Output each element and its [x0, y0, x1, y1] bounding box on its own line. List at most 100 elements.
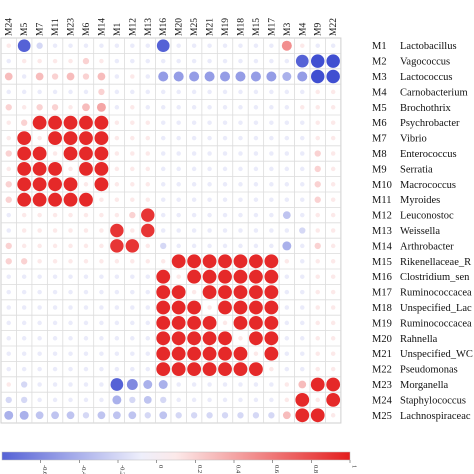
correlation-dot [97, 411, 106, 420]
correlation-dot [315, 274, 320, 279]
correlation-dot [17, 131, 32, 146]
correlation-dot [52, 289, 58, 295]
correlation-dot [282, 241, 292, 251]
correlation-dot [264, 300, 279, 315]
correlation-dot [315, 89, 320, 95]
row-taxon-label: Psychrobacter [400, 118, 460, 129]
column-label: M22 [329, 18, 339, 36]
row-taxon-label: Lactococcus [400, 72, 452, 83]
correlation-dot [207, 228, 212, 233]
correlation-dot [114, 274, 120, 279]
correlation-dot [191, 382, 197, 387]
correlation-dot [253, 197, 259, 202]
correlation-dot [330, 259, 336, 264]
row-taxon-label: Morganella [400, 380, 449, 391]
correlation-dot [52, 43, 58, 48]
correlation-dot [330, 413, 336, 418]
correlation-dot [222, 135, 228, 141]
correlation-dot [253, 120, 259, 125]
correlation-dot [330, 289, 336, 295]
correlation-dot [326, 393, 341, 407]
correlation-dot [326, 69, 340, 84]
correlation-dot [143, 396, 152, 404]
column-label: M11 [51, 18, 61, 36]
correlation-dot [233, 269, 248, 284]
correlation-dot [176, 182, 181, 187]
correlation-dot [222, 43, 228, 48]
correlation-dot [253, 135, 259, 141]
correlation-dot [176, 43, 181, 48]
correlation-dot [187, 331, 202, 346]
correlation-dot [68, 397, 73, 403]
correlation-dot [269, 120, 274, 125]
correlation-dot [114, 320, 120, 326]
correlation-dot [300, 197, 305, 202]
row-taxon-label: Carnobacterium [400, 87, 468, 98]
correlation-dot [191, 197, 197, 202]
correlation-dot [37, 274, 42, 279]
correlation-dot [143, 380, 153, 389]
correlation-dot [176, 197, 181, 202]
row-id-label: M24 [372, 395, 393, 406]
correlation-dot [37, 243, 42, 249]
row-id-label: M13 [372, 226, 392, 237]
correlation-dot [94, 146, 109, 161]
correlation-dot [187, 316, 202, 330]
correlation-dot [176, 397, 181, 403]
correlation-dot [160, 197, 166, 202]
correlation-dot [6, 336, 11, 341]
correlation-dot [253, 182, 259, 187]
correlation-dot [5, 196, 12, 203]
correlation-dot [160, 259, 166, 264]
correlation-dot [300, 305, 305, 310]
correlation-dot [83, 320, 89, 326]
correlation-dot [160, 135, 166, 141]
correlation-dot [269, 228, 274, 233]
correlation-dot [284, 228, 290, 233]
correlation-dot [330, 351, 336, 356]
correlation-dot [269, 382, 274, 387]
correlation-dot [233, 316, 248, 330]
correlation-dot [130, 182, 135, 187]
correlation-dot [130, 135, 135, 141]
correlation-dot [311, 54, 325, 68]
correlation-dot [269, 212, 274, 218]
correlation-dot [330, 212, 336, 218]
correlation-dot [37, 382, 42, 387]
correlation-dot [156, 362, 171, 376]
correlation-dot [297, 71, 308, 82]
correlation-dot [315, 336, 320, 341]
correlation-dot [6, 305, 11, 310]
correlation-dot [130, 43, 135, 48]
correlation-dot [68, 259, 73, 264]
correlation-dot [79, 115, 93, 130]
correlation-dot [83, 274, 89, 279]
correlation-dot [249, 300, 263, 315]
correlation-dot [126, 379, 138, 390]
correlation-dot [300, 151, 305, 156]
correlation-dot [160, 396, 167, 404]
correlation-dot [6, 89, 11, 95]
correlation-dot [32, 192, 47, 207]
correlation-dot [253, 105, 259, 110]
correlation-dot [19, 410, 29, 420]
correlation-dot [21, 320, 27, 326]
correlation-dot [295, 408, 310, 423]
correlation-dot [330, 305, 336, 310]
correlation-dot [21, 58, 27, 64]
correlation-dot [176, 89, 181, 95]
correlation-dot [52, 89, 58, 95]
correlation-dot [171, 362, 186, 376]
correlation-dot [284, 151, 290, 156]
correlation-dot [253, 43, 259, 48]
correlation-dot [68, 274, 73, 279]
row-taxon-label: Serratia [400, 164, 433, 175]
correlation-dot [6, 135, 11, 141]
correlation-dot [6, 228, 11, 233]
correlation-dot [222, 228, 228, 233]
correlation-dot [176, 105, 181, 110]
correlation-dot [315, 212, 320, 218]
correlation-dot [99, 305, 104, 310]
correlation-dot [158, 380, 168, 389]
correlation-dot [99, 259, 104, 264]
